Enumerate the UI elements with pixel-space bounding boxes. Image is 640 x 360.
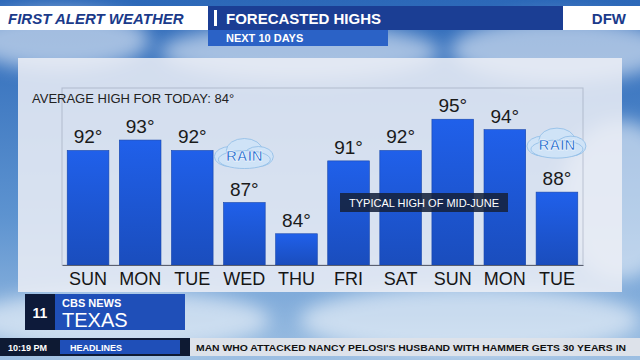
data-label: 92°: [386, 126, 415, 147]
cloud-shape: [226, 139, 262, 163]
annotation: AVERAGE HIGH FOR TODAY: 84°: [32, 91, 234, 106]
data-label: 92°: [74, 126, 103, 147]
data-label: 91°: [334, 137, 363, 158]
tick: SUN: [69, 269, 107, 289]
section-box: [60, 340, 180, 354]
rain-icon: RAIN: [214, 139, 273, 169]
bar: [276, 234, 318, 265]
data-label: 94°: [490, 106, 519, 127]
tick: TUE: [539, 269, 575, 289]
data-label: 87°: [230, 179, 259, 200]
weather-graphic: FIRST ALERT WEATHER FORECASTED HIGHS DFW NE…: [0, 0, 640, 360]
tick: MON: [119, 269, 161, 289]
channel: 11: [33, 305, 48, 321]
tick: TUE: [174, 269, 210, 289]
header-bar: [0, 6, 640, 30]
clouds: [0, 10, 640, 354]
bars: [67, 119, 578, 265]
tick: WED: [223, 269, 265, 289]
station: TEXAS: [62, 309, 128, 331]
bar: [536, 192, 578, 265]
axis-line: [63, 265, 584, 266]
tick: SUN: [434, 269, 472, 289]
tick-label: TUE: [539, 269, 575, 289]
title-bar: [208, 6, 563, 30]
cloud-shape: [539, 128, 575, 152]
bar: [224, 203, 266, 265]
bar: [432, 119, 474, 265]
subtitle-bar: [208, 30, 388, 46]
data-label: 88°: [543, 168, 572, 189]
bar: [67, 150, 109, 265]
annotation: RAIN: [226, 147, 263, 164]
plot-frame: [62, 88, 583, 265]
annotation: RAIN: [539, 136, 576, 153]
tick-label: SUN: [434, 269, 472, 289]
tick-label: MON: [119, 269, 161, 289]
annotations: AVERAGE HIGH FOR TODAY: 84° RAIN RAIN TYPIC…: [32, 91, 586, 212]
tick-label: FRI: [334, 269, 363, 289]
section: HEADLINES: [70, 343, 122, 353]
data-label: 84°: [282, 210, 311, 231]
bar: [171, 150, 213, 265]
title: FORECASTED HIGHS: [226, 10, 381, 27]
station-box: [55, 294, 185, 330]
location: DFW: [592, 10, 627, 27]
data-label: 93°: [126, 116, 155, 137]
tick-label: TUE: [174, 269, 210, 289]
bottom-bar: [0, 338, 640, 356]
title-accent: [214, 10, 217, 26]
subtitle: NEXT 10 DAYS: [226, 32, 303, 44]
tick-label: WED: [223, 269, 265, 289]
bar: [119, 140, 161, 265]
data-label: 95°: [438, 95, 467, 116]
network: CBS NEWS: [62, 297, 121, 309]
panel: [18, 58, 622, 292]
tick-label: MON: [484, 269, 526, 289]
tick: THU: [278, 269, 315, 289]
tick: FRI: [334, 269, 363, 289]
brand: FIRST ALERT WEATHER: [8, 10, 184, 27]
tick: MON: [484, 269, 526, 289]
time: 10:19 PM: [8, 343, 47, 353]
logo-box: [25, 294, 55, 330]
x-axis: SUN MON TUE WED THU FRI SAT SUN MON TUE: [63, 266, 584, 289]
data-labels: 92° 93° 92° 87° 84° 91° 92° 95° 94° 88°: [74, 95, 572, 231]
annotation: TYPICAL HIGH OF MID-JUNE: [349, 197, 499, 209]
data-label: 92°: [178, 126, 207, 147]
annotation-box: [340, 193, 508, 212]
bar: [328, 161, 370, 265]
tick: SAT: [384, 269, 418, 289]
ticker-bar: [190, 338, 640, 356]
tick-label: SAT: [384, 269, 418, 289]
ticker: MAN WHO ATTACKED NANCY PELOSI'S HUSBAND …: [196, 343, 626, 353]
rain-icon: RAIN: [527, 128, 586, 158]
tick-label: THU: [278, 269, 315, 289]
tick-label: SUN: [69, 269, 107, 289]
